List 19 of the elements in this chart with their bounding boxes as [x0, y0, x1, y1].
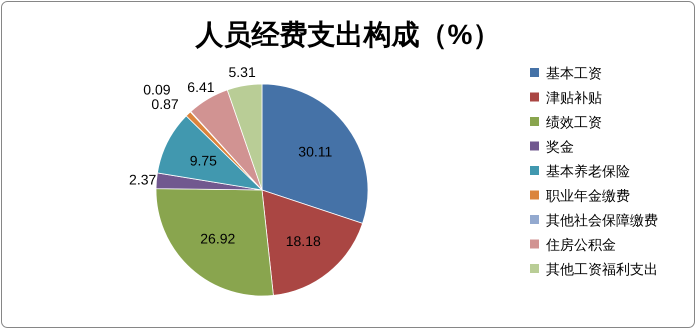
data-label: 26.92 [200, 230, 236, 247]
data-label: 0.09 [143, 82, 171, 98]
legend-label: 基本工资 [546, 65, 602, 81]
legend-label: 绩效工资 [546, 114, 602, 130]
legend-label: 其他工资福利支出 [546, 261, 658, 277]
legend-label: 基本养老保险 [546, 163, 630, 179]
legend-label: 奖金 [546, 138, 574, 154]
data-label: 30.11 [298, 144, 333, 160]
data-label: 18.18 [286, 233, 321, 250]
legend-label: 职业年金缴费 [546, 188, 630, 204]
data-label: 5.31 [228, 64, 256, 80]
legend-label: 津贴补贴 [546, 90, 602, 106]
data-label: 9.75 [190, 152, 218, 168]
data-label: 6.41 [187, 78, 215, 95]
legend-label: 住房公积金 [545, 236, 616, 252]
chart-title: 人员经费支出构成（%） [194, 19, 500, 50]
legend-label: 其他社会保障缴费 [546, 212, 658, 228]
data-label: 2.37 [129, 172, 157, 188]
data-label: 0.87 [151, 96, 179, 112]
